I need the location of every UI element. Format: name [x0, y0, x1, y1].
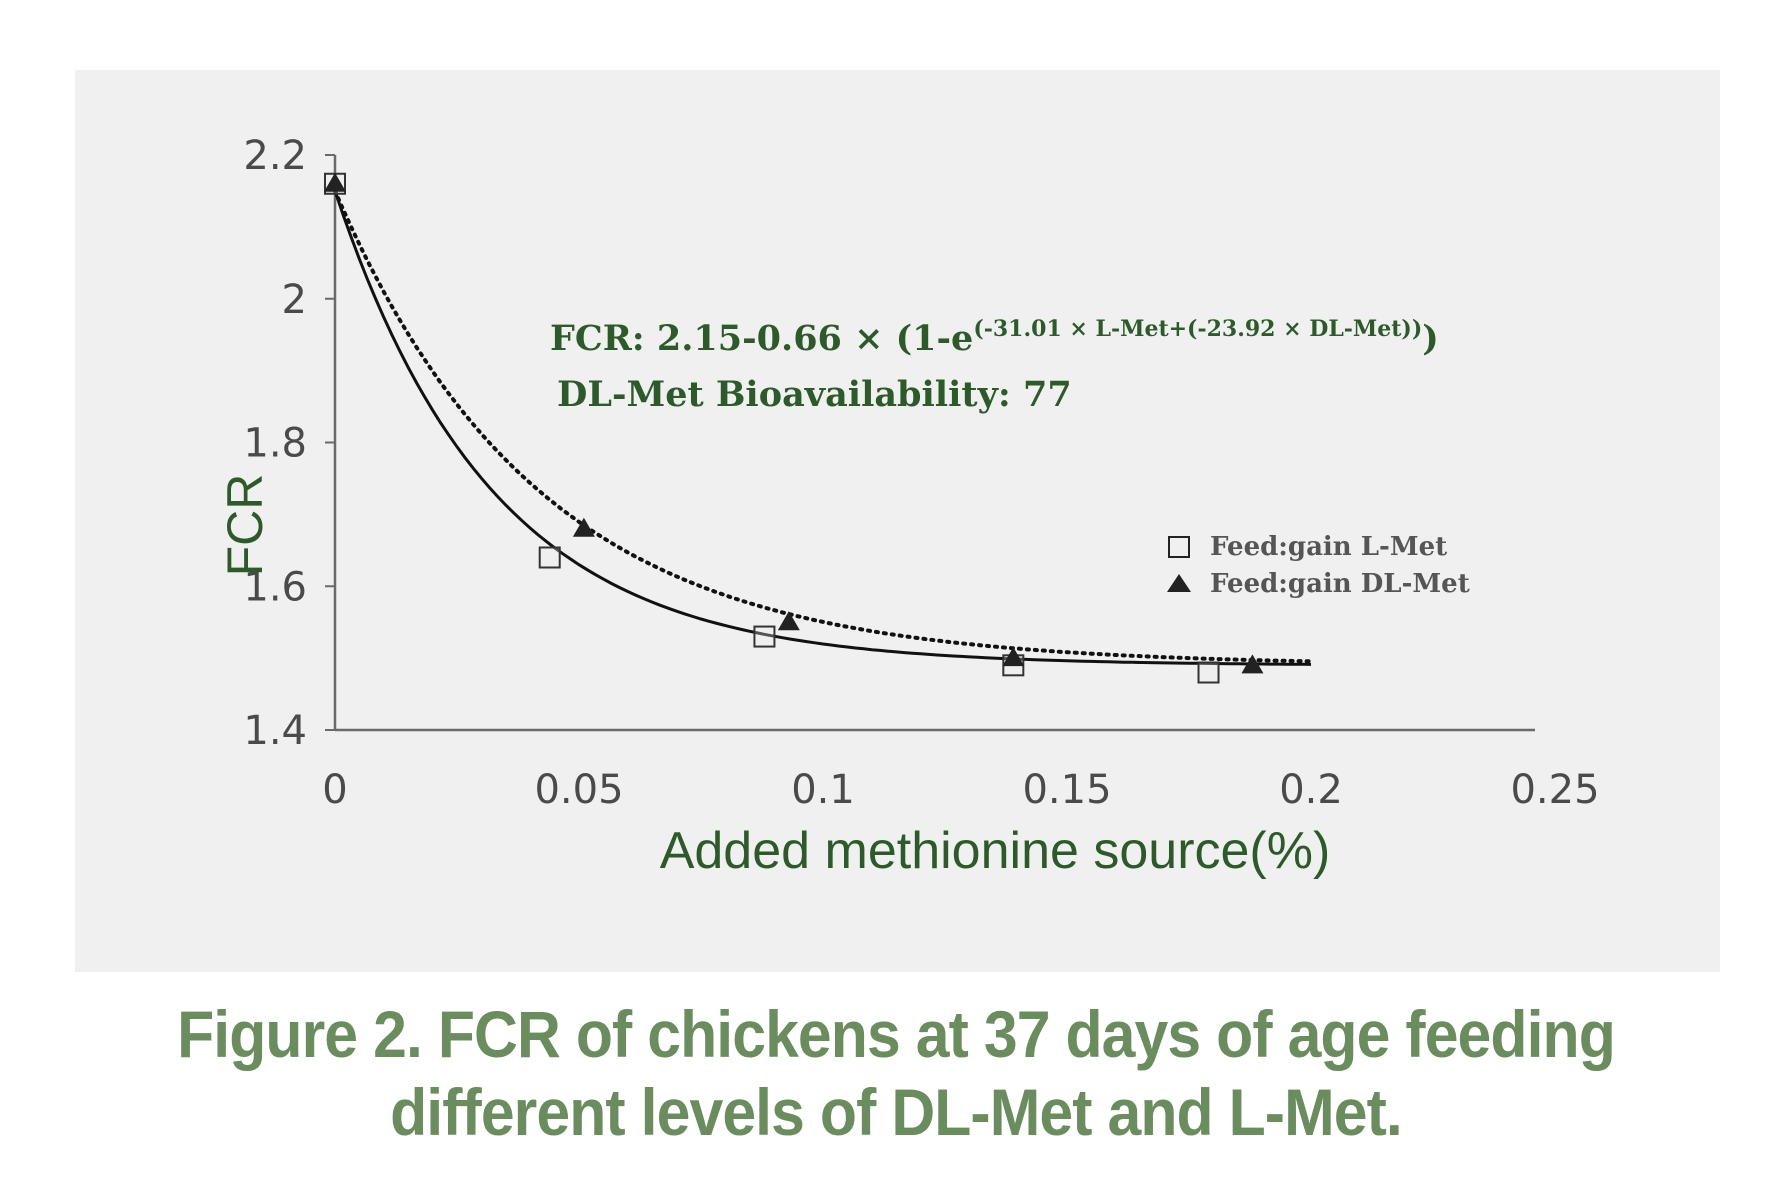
legend: Feed:gain L-Met Feed:gain DL-Met — [1167, 532, 1470, 599]
legend-label-dl-met: Feed:gain DL-Met — [1210, 569, 1470, 599]
equation-main: FCR: 2.15-0.66 × (1-e — [550, 318, 973, 359]
x-tick-label: 0.2 — [1279, 767, 1343, 813]
data-point-dl-met — [572, 517, 595, 537]
x-tick-label: 0.1 — [791, 767, 855, 813]
y-tick-label: 1.8 — [243, 421, 307, 467]
fit-curve-dl-met — [333, 188, 1313, 664]
y-tick-label: 2 — [282, 277, 307, 323]
data-point-dl-met — [1241, 654, 1264, 674]
plot-panel: 1.4 1.6 1.8 2 2.2 0 0.05 0.1 0.15 0.2 0.25 FCR: 2.… — [75, 70, 1720, 972]
data-point-dl-met — [324, 172, 346, 192]
y-axis-title: FCR — [217, 474, 273, 577]
fit-curve-l-met — [333, 190, 1312, 666]
y-tick-label: 1.4 — [243, 708, 307, 754]
equation-annotation: FCR: 2.15-0.66 × (1-e(-31.01 × L-Met+(-2… — [550, 316, 1439, 359]
legend-marker-l-met — [1168, 536, 1190, 558]
fcr-chart: 1.4 1.6 1.8 2 2.2 0 0.05 0.1 0.15 0.2 0.25 FCR: 2.… — [217, 133, 1600, 880]
figure-caption: Figure 2. FCR of chickens at 37 days of … — [72, 995, 1721, 1151]
legend-label-l-met: Feed:gain L-Met — [1210, 532, 1447, 562]
bioavailability-annotation: DL-Met Bioavailability: 77 — [557, 374, 1072, 415]
y-tick-label: 1.6 — [243, 564, 307, 610]
data-point-l-met — [753, 625, 776, 648]
x-axis-title: Added methionine source(%) — [660, 822, 1331, 880]
data-point-dl-met — [777, 611, 800, 631]
data-markers — [324, 172, 1264, 684]
equation-exponent: (-31.01 × L-Met+(-23.92 × DL-Met)) — [973, 316, 1422, 342]
legend-marker-dl-met — [1167, 574, 1191, 592]
axes: 1.4 1.6 1.8 2 2.2 0 0.05 0.1 0.15 0.2 0.25 — [243, 133, 1599, 813]
x-tick-label: 0.15 — [1022, 767, 1111, 813]
data-point-l-met — [538, 546, 561, 569]
x-tick-label: 0 — [322, 767, 347, 813]
caption-line-2: different levels of DL-Met and L-Met. — [390, 1075, 1403, 1149]
y-tick-label: 2.2 — [243, 133, 307, 179]
x-tick-label: 0.25 — [1510, 767, 1599, 813]
equation-close: ) — [1422, 318, 1439, 359]
data-point-l-met — [1197, 661, 1220, 684]
data-point-dl-met — [1002, 647, 1025, 667]
x-tick-label: 0.05 — [534, 767, 623, 813]
fit-curves — [333, 188, 1313, 666]
caption-line-1: Figure 2. FCR of chickens at 37 days of … — [177, 997, 1616, 1071]
